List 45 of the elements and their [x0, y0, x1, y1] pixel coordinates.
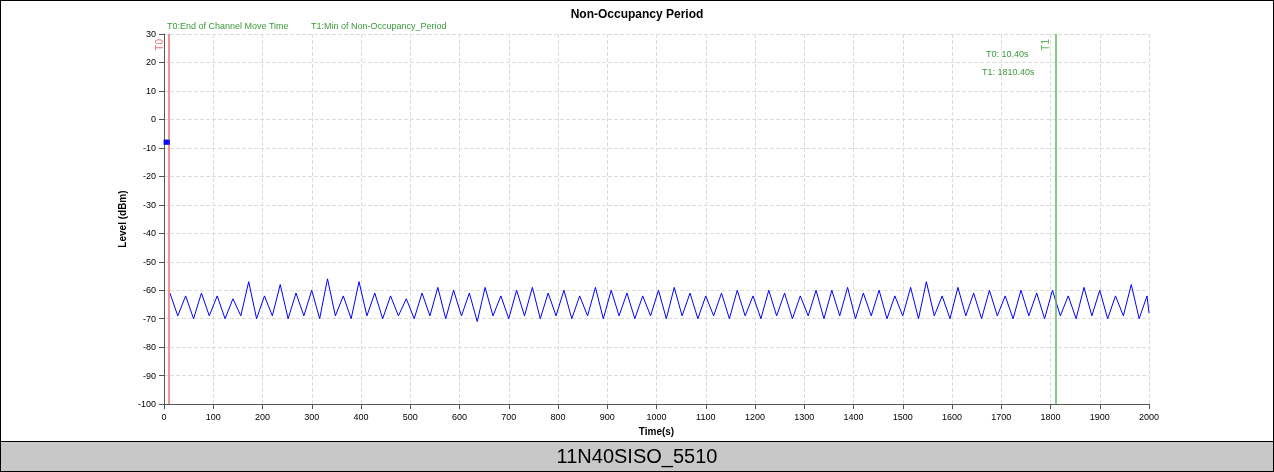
y-tick-label: -100	[137, 399, 156, 410]
x-axis-title: Time(s)	[638, 425, 675, 437]
x-tick-label: 200	[254, 411, 271, 422]
text: T0:End of Channel Move Time	[167, 20, 289, 31]
y-tick-label: 20	[145, 57, 156, 68]
x-tick-label: 900	[599, 411, 615, 422]
x-tick-label: 100	[205, 411, 221, 422]
y-tick-label: -30	[142, 199, 156, 210]
x-tick-label: 300	[304, 411, 320, 422]
y-tick-label: -50	[142, 256, 156, 267]
x-tick-label: 800	[550, 411, 566, 422]
y-tick-label: -90	[142, 370, 156, 381]
ref-line-label: T0	[153, 38, 165, 51]
x-tick-label: 1600	[941, 411, 963, 422]
chart-title: Non-Occupancy Period	[570, 7, 704, 21]
y-tick-label: 10	[145, 85, 156, 96]
y-tick-label: -40	[142, 228, 156, 239]
x-tick-label: 500	[402, 411, 418, 422]
x-tick-label: 1700	[991, 411, 1012, 422]
x-tick-label: 1200	[744, 411, 766, 422]
x-tick-label: 2000	[1138, 411, 1160, 422]
y-tick-label: -20	[142, 171, 156, 182]
x-tick-label: 700	[501, 411, 517, 422]
x-tick-label: 1500	[892, 411, 913, 422]
y-tick-label: 30	[145, 29, 156, 39]
x-tick-label: 1800	[1040, 411, 1061, 422]
y-tick-label: -10	[142, 142, 156, 153]
x-tick-label: 1000	[646, 411, 667, 422]
ref-line-label: T1	[1040, 38, 1052, 51]
text: T1:Min of Non-Occupancy_Period	[311, 20, 447, 31]
x-tick-label: 1100	[696, 411, 716, 422]
annotation: T1: 1810.40s	[982, 66, 1036, 77]
annotation: T0: 10.40s	[986, 48, 1030, 59]
y-tick-label: -80	[142, 342, 156, 353]
x-tick-label: 1300	[794, 411, 815, 422]
y-tick-label: -60	[142, 285, 156, 296]
x-tick-label: 0	[161, 411, 167, 422]
x-tick-label: 1400	[843, 411, 864, 422]
x-tick-label: 600	[451, 411, 468, 422]
x-tick-label: 400	[353, 411, 369, 422]
y-tick-label: -70	[142, 313, 156, 324]
text: 11N40SISO_5510	[1, 441, 1273, 471]
y-axis-title: Level (dBm)	[116, 190, 128, 248]
y-tick-label: 0	[150, 114, 156, 125]
x-tick-label: 1900	[1089, 411, 1110, 422]
